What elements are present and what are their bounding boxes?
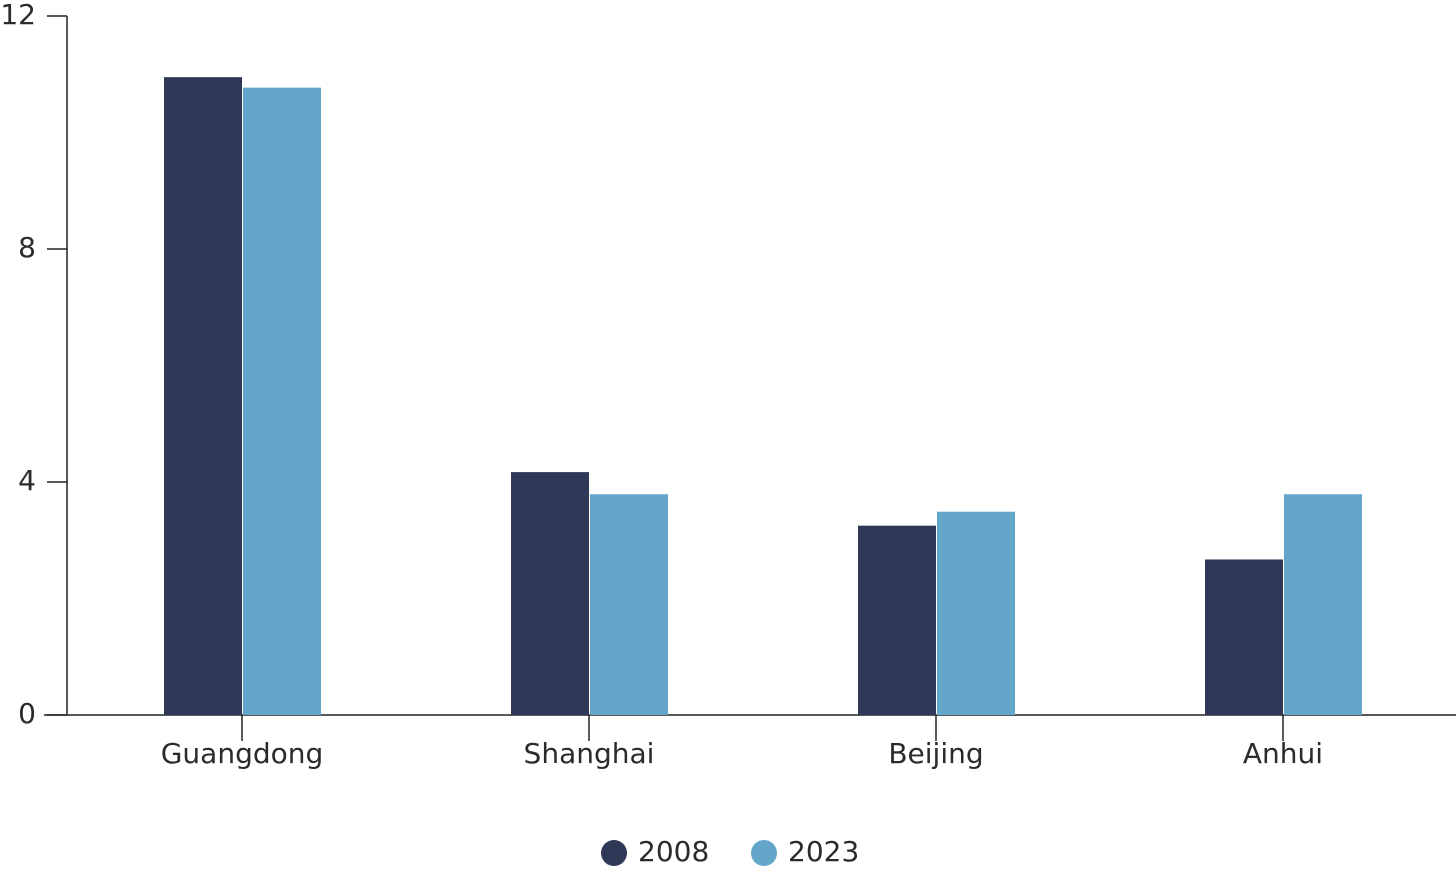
- y-tick-label: 8: [18, 231, 36, 264]
- y-tick-label: 0: [18, 697, 36, 730]
- legend-label-2023: 2023: [788, 835, 859, 868]
- x-tick-label: Beijing: [888, 737, 983, 770]
- x-tick-label: Shanghai: [524, 737, 655, 770]
- y-tick-label: 12: [0, 0, 36, 31]
- bar-2023-beijing: [937, 511, 1015, 715]
- legend-label-2008: 2008: [638, 835, 709, 868]
- bar-2023-shanghai: [590, 494, 668, 715]
- bar-2008-shanghai: [511, 472, 589, 715]
- x-tick-label: Guangdong: [161, 737, 324, 770]
- bar-2008-beijing: [858, 525, 936, 715]
- x-tick-label: Anhui: [1243, 737, 1323, 770]
- bar-2023-guangdong: [243, 87, 321, 715]
- legend: 2008 2023: [601, 835, 859, 868]
- y-tick-label: 4: [18, 464, 36, 497]
- bar-2008-anhui: [1205, 559, 1283, 715]
- bar-2023-anhui: [1284, 494, 1362, 715]
- legend-marker-2008: [601, 840, 627, 866]
- y-axis: 0 4 8 12: [0, 0, 68, 730]
- legend-marker-2023: [751, 840, 777, 866]
- bar-2008-guangdong: [164, 77, 242, 716]
- x-axis: Guangdong Shanghai Beijing Anhui: [44, 714, 1456, 770]
- bar-group: [164, 77, 1362, 716]
